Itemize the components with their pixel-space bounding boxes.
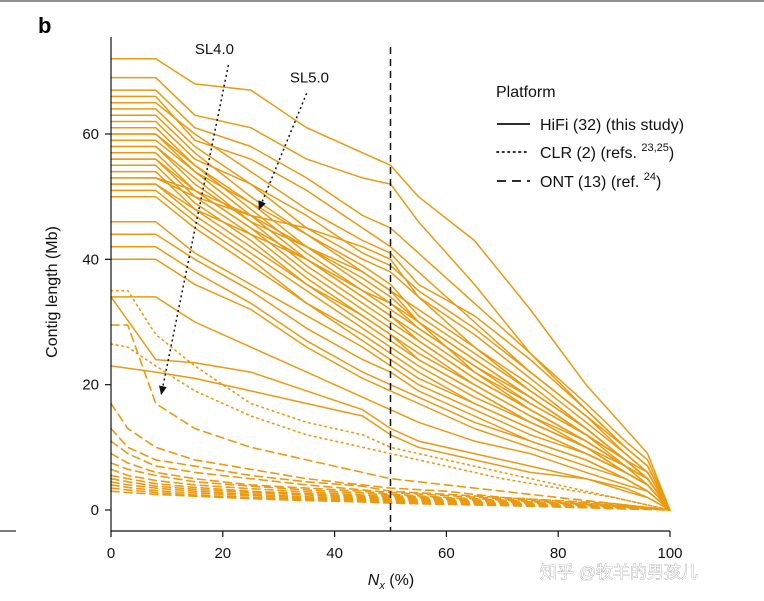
x-axis-title: Nx (%) bbox=[368, 572, 414, 592]
x-axis-title-sub: x bbox=[378, 580, 385, 592]
series-line-clr-2 bbox=[110, 343, 671, 511]
y-tick-label-0: 0 bbox=[91, 502, 99, 519]
series-line-ont-3 bbox=[110, 427, 671, 511]
panel-label: b bbox=[38, 13, 51, 38]
y-axis-title: Contig length (Mb) bbox=[44, 226, 61, 358]
x-tick-label-20: 20 bbox=[214, 545, 231, 562]
legend-label-clr-sup: 23,25 bbox=[641, 142, 669, 154]
legend-label-clr-main: CLR (2) (refs. bbox=[540, 145, 641, 162]
series-line-hifi-3 bbox=[110, 89, 671, 511]
watermark: 知乎 @牧羊的男孩儿 bbox=[540, 563, 698, 582]
annotation-layer: SL4.0 SL5.0 bbox=[158, 41, 329, 396]
series-line-ont-13 bbox=[110, 490, 671, 511]
y-tick-label-40: 40 bbox=[82, 251, 99, 268]
x-tick-label-60: 60 bbox=[438, 545, 455, 562]
legend-label-ont: ONT (13) (ref. 24) bbox=[540, 171, 661, 191]
annotation-label-sl4-0: SL4.0 bbox=[195, 41, 234, 58]
annotation-arrow-sl5-0 bbox=[258, 92, 308, 211]
series-line-hifi-32 bbox=[110, 365, 671, 511]
series-line-hifi-4 bbox=[110, 95, 671, 511]
x-tick-label-80: 80 bbox=[550, 545, 567, 562]
legend-label-hifi: HiFi (32) (this study) bbox=[540, 117, 684, 134]
series-line-clr-1 bbox=[110, 289, 671, 511]
annotation-label-sl5-0: SL5.0 bbox=[290, 70, 329, 87]
series-line-hifi-16 bbox=[110, 158, 671, 511]
series-line-hifi-30 bbox=[110, 296, 671, 511]
series-line-ont-1 bbox=[110, 324, 671, 511]
legend-label-clr-close: ) bbox=[669, 145, 674, 162]
series-line-hifi-17 bbox=[110, 158, 671, 511]
legend: Platform HiFi (32) (this study) CLR (2) … bbox=[496, 84, 684, 191]
series-line-ont-4 bbox=[110, 440, 671, 511]
series-line-hifi-1 bbox=[110, 58, 671, 511]
series-line-hifi-31 bbox=[110, 296, 671, 511]
series-line-hifi-22 bbox=[110, 183, 671, 511]
legend-label-clr: CLR (2) (refs. 23,25) bbox=[540, 142, 674, 162]
x-tick-label-100: 100 bbox=[657, 545, 682, 562]
x-axis-title-unit: (%) bbox=[385, 572, 414, 589]
series-line-hifi-28 bbox=[110, 246, 671, 511]
series-line-hifi-23 bbox=[110, 183, 671, 511]
annotation-arrow-sl4-0 bbox=[158, 64, 230, 396]
series-line-hifi-6 bbox=[110, 108, 671, 511]
x-ticks: 0 20 40 60 80 100 bbox=[107, 531, 683, 562]
y-tick-label-60: 60 bbox=[82, 126, 99, 143]
series-line-hifi-26 bbox=[110, 220, 671, 511]
legend-label-ont-main: ONT (13) (ref. bbox=[540, 174, 644, 191]
x-tick-label-0: 0 bbox=[107, 545, 115, 562]
y-tick-label-20: 20 bbox=[82, 377, 99, 394]
series-line-hifi-29 bbox=[110, 258, 671, 511]
legend-label-ont-sup: 24 bbox=[644, 171, 656, 183]
series-layer bbox=[110, 58, 671, 511]
series-line-hifi-21 bbox=[110, 177, 671, 511]
series-line-hifi-5 bbox=[110, 101, 671, 511]
x-tick-label-40: 40 bbox=[326, 545, 343, 562]
y-ticks: 0 20 40 60 bbox=[82, 126, 111, 519]
legend-title: Platform bbox=[496, 84, 556, 101]
series-line-hifi-10 bbox=[110, 133, 671, 511]
x-axis-title-main: N bbox=[368, 572, 380, 589]
legend-label-ont-close: ) bbox=[656, 174, 661, 191]
